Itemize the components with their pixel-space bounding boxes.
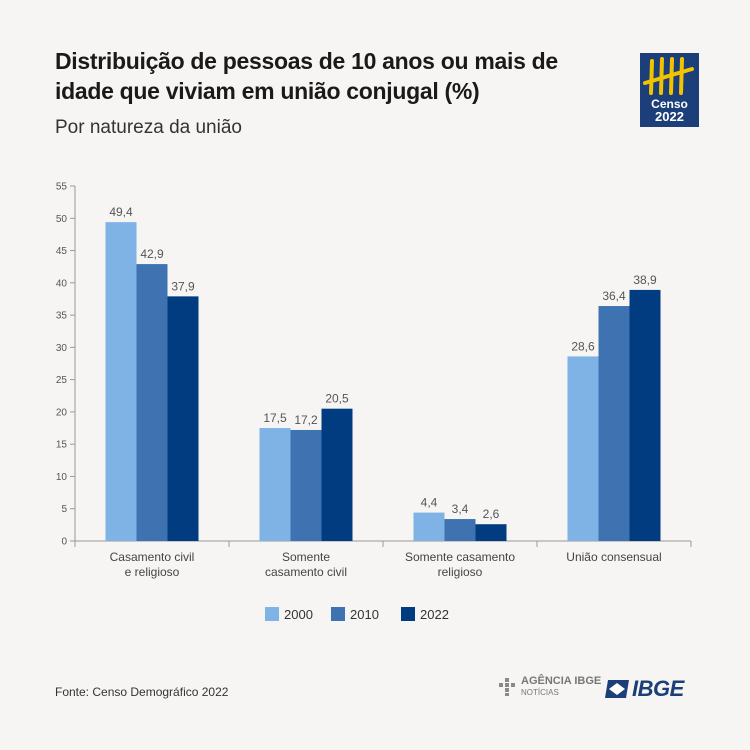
ibge-flag-icon	[605, 680, 629, 698]
bar-value-label: 20,5	[325, 392, 349, 406]
x-category-label: Somente casamento	[405, 550, 515, 564]
bar-2000	[105, 222, 137, 542]
bar-value-label: 49,4	[109, 205, 133, 219]
y-tick-label: 30	[56, 343, 68, 354]
legend-label-2010: 2010	[350, 607, 379, 622]
x-category-label: Casamento civil	[110, 550, 195, 564]
x-category-label: e religioso	[125, 565, 180, 579]
logo-text-year: 2022	[655, 109, 684, 124]
bar-value-label: 3,4	[452, 502, 469, 516]
agencia-ibge-icon	[499, 678, 515, 696]
bar-value-label: 38,9	[633, 273, 657, 287]
legend-swatch-2000	[265, 607, 279, 621]
bar-2010	[290, 429, 322, 541]
bar-2000	[259, 428, 291, 541]
agencia-ibge-logo: AGÊNCIA IBGE NOTÍCIAS	[497, 676, 601, 698]
ibge-logo: IBGE	[605, 676, 684, 702]
legend-swatch-2022	[401, 607, 415, 621]
y-tick-label: 10	[56, 472, 68, 483]
x-category-label: casamento civil	[265, 565, 347, 579]
legend-label-2022: 2022	[420, 607, 449, 622]
chart-title: Distribuição de pessoas de 10 anos ou ma…	[55, 48, 558, 104]
bar-2022	[475, 524, 507, 541]
bar-value-label: 4,4	[421, 496, 438, 510]
y-tick-label: 50	[56, 214, 68, 225]
bar-2000	[567, 356, 599, 541]
y-tick-label: 15	[56, 440, 68, 451]
x-category-label: religioso	[438, 565, 483, 579]
chart-subtitle: Por natureza da união	[55, 117, 242, 138]
y-tick-label: 45	[56, 246, 68, 257]
bar-value-label: 2,6	[483, 507, 500, 521]
bar-2022	[321, 408, 353, 541]
bar-2010	[598, 306, 630, 541]
bar-value-label: 17,5	[263, 411, 287, 425]
legend-swatch-2010	[331, 607, 345, 621]
y-tick-label: 5	[61, 504, 67, 515]
y-tick-label: 25	[56, 375, 68, 386]
censo-2022-logo: Censo 2022	[640, 53, 699, 127]
x-category-label: Somente	[282, 550, 330, 564]
bar-value-label: 17,2	[294, 413, 318, 427]
bar-2000	[413, 512, 445, 541]
bar-2022	[167, 296, 199, 541]
y-tick-label: 20	[56, 407, 68, 418]
agencia-ibge-sub: NOTÍCIAS	[521, 688, 559, 697]
logo-text-censo: Censo	[651, 97, 688, 111]
x-category-label: União consensual	[566, 550, 661, 564]
agencia-ibge-name: AGÊNCIA IBGE	[521, 675, 602, 687]
bar-2022	[629, 289, 661, 541]
y-tick-label: 40	[56, 278, 68, 289]
bar-value-label: 42,9	[140, 247, 164, 261]
bar-value-label: 28,6	[571, 339, 595, 353]
bar-value-label: 36,4	[602, 289, 626, 303]
ibge-name: IBGE	[632, 676, 684, 701]
y-tick-label: 0	[61, 537, 67, 548]
y-tick-label: 55	[56, 182, 68, 193]
bar-value-label: 37,9	[171, 279, 195, 293]
legend-label-2000: 2000	[284, 607, 313, 622]
bar-2010	[444, 519, 476, 541]
bar-2010	[136, 264, 168, 541]
source-note: Fonte: Censo Demográfico 2022	[55, 685, 229, 699]
y-tick-label: 35	[56, 311, 68, 322]
